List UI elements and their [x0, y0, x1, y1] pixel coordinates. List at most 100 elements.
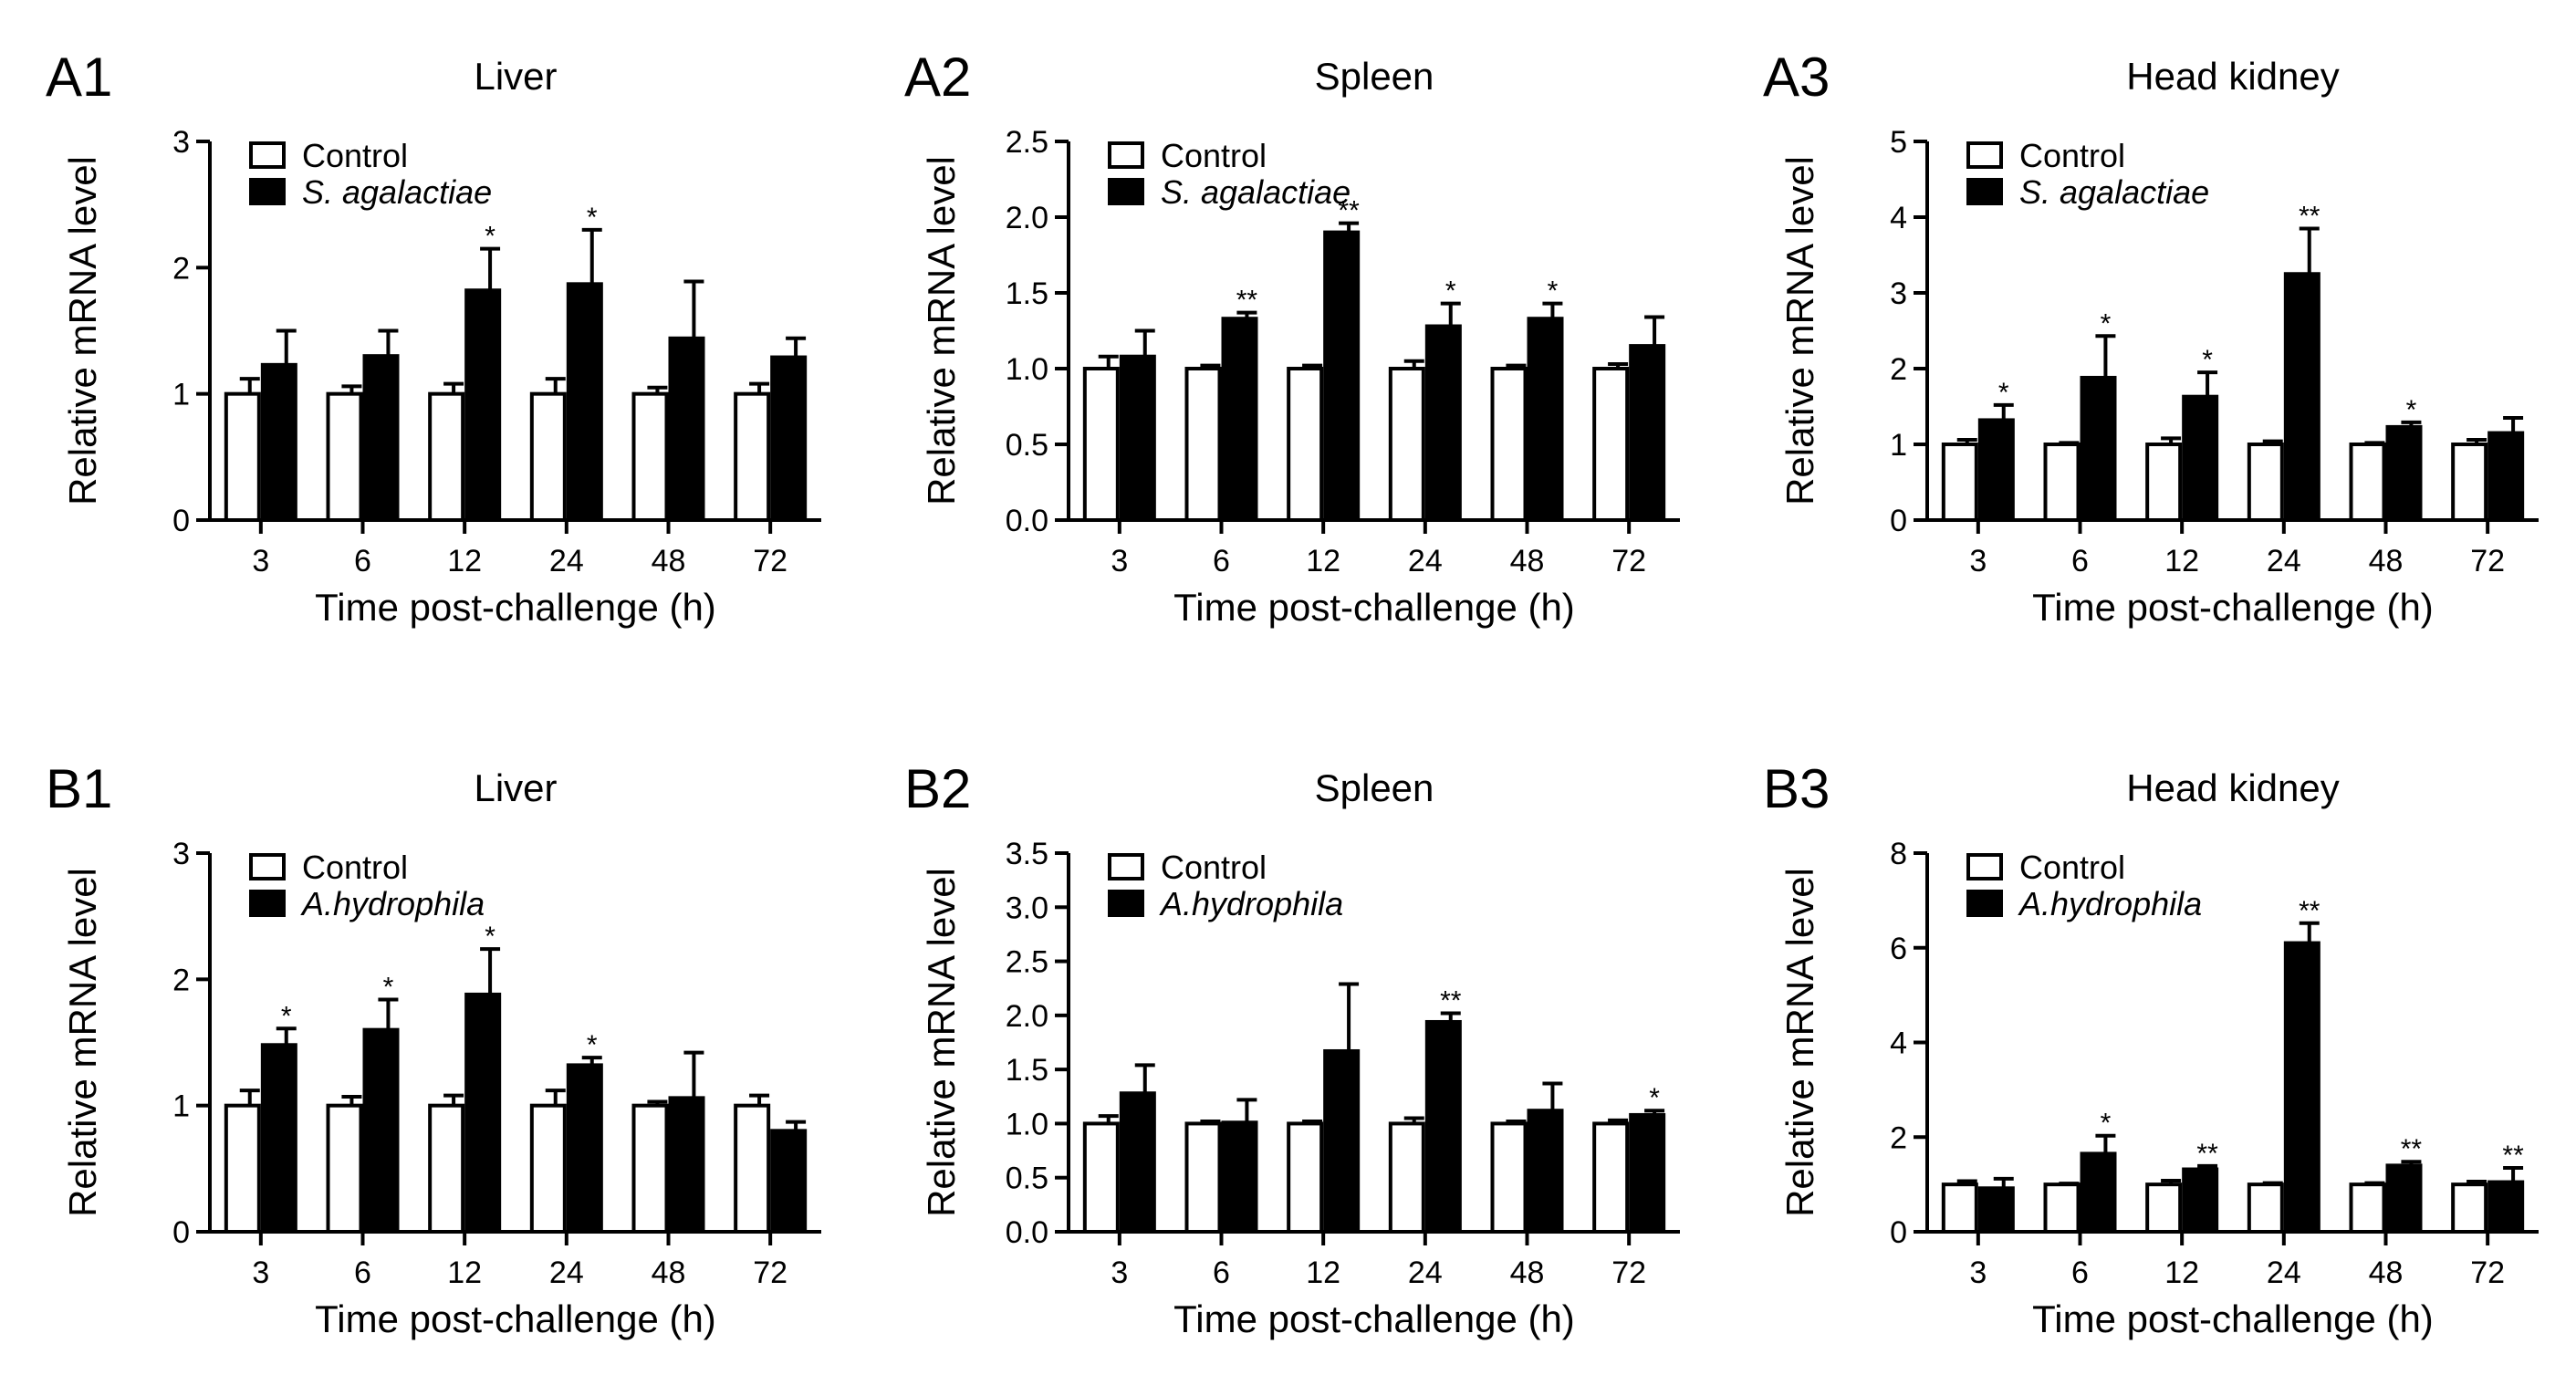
- chart-panel-b1: B1 Liver 0 1 2 3 Relative mRNA level Time post-…: [0, 712, 859, 1396]
- y-axis-label: Relative mRNA level: [1778, 156, 1821, 505]
- bar-control: [2145, 443, 2183, 522]
- bar-treated: [1424, 324, 1462, 522]
- bar-treated: [260, 362, 297, 522]
- significance-marker: *: [485, 222, 495, 252]
- x-tick-label: 12: [1306, 544, 1340, 578]
- legend-label-control: Control: [302, 137, 408, 174]
- x-axis-label: Time post-challenge (h): [1173, 1297, 1575, 1340]
- y-axis-label: Relative mRNA level: [61, 156, 104, 505]
- y-tick-label: 2.0: [1006, 999, 1048, 1034]
- x-tick-label: 12: [2164, 1255, 2199, 1290]
- y-axis-label: Relative mRNA level: [1778, 868, 1821, 1217]
- y-tick-label: 0.5: [1006, 428, 1048, 463]
- x-tick-label: 3: [1969, 1255, 1987, 1290]
- x-tick-label: 3: [1111, 544, 1128, 578]
- legend-swatch-treated: [1966, 890, 2003, 917]
- x-tick-label: 72: [753, 1255, 787, 1290]
- panel-title: Spleen: [1315, 766, 1434, 809]
- bar-treated: [2283, 941, 2320, 1234]
- x-tick-label: 72: [1611, 544, 1646, 578]
- bar-treated: [566, 282, 603, 522]
- bar-control: [2043, 1182, 2081, 1234]
- legend-swatch-control: [1966, 141, 2003, 169]
- y-tick-label: 0.5: [1006, 1162, 1048, 1196]
- legend-swatch-control: [1108, 141, 1144, 169]
- legend-label-control: Control: [2019, 137, 2125, 174]
- x-tick-label: 6: [2071, 544, 2089, 578]
- bar-control: [1592, 367, 1630, 522]
- y-tick-label: 0: [1890, 504, 1907, 538]
- bar-treated: [668, 1096, 705, 1234]
- legend-label-control: Control: [1161, 137, 1267, 174]
- y-tick-label: 2: [1890, 352, 1907, 387]
- x-tick-label: 48: [652, 544, 686, 578]
- y-tick-label: 1.0: [1006, 352, 1048, 387]
- x-tick-label: 48: [652, 1255, 686, 1290]
- bar-control: [326, 391, 363, 522]
- bar-treated: [464, 288, 502, 522]
- legend-label-control: Control: [1161, 849, 1267, 886]
- bar-control: [428, 391, 465, 522]
- bar-treated: [1977, 418, 2015, 522]
- bar-control: [1941, 1182, 1978, 1234]
- x-tick-label: 12: [447, 1255, 482, 1290]
- x-tick-label: 3: [252, 1255, 269, 1290]
- y-tick-label: 5: [1890, 125, 1907, 160]
- bar-treated: [464, 992, 502, 1234]
- significance-marker: **: [1236, 286, 1258, 316]
- x-tick-label: 72: [1611, 1255, 1646, 1290]
- bar-treated: [1221, 317, 1258, 522]
- significance-marker: *: [2101, 308, 2112, 339]
- x-axis-label: Time post-challenge (h): [2032, 586, 2434, 629]
- y-tick-label: 2.5: [1006, 945, 1048, 980]
- x-tick-label: 24: [549, 544, 584, 578]
- y-tick-label: 1: [1890, 428, 1907, 463]
- legend-label-treated: A.hydrophila: [300, 885, 485, 922]
- panel-label: B3: [1763, 758, 1830, 819]
- significance-marker: *: [2101, 1109, 2112, 1139]
- y-tick-label: 0: [172, 1215, 190, 1250]
- y-tick-label: 3.0: [1006, 891, 1048, 925]
- x-tick-label: 12: [1306, 1255, 1340, 1290]
- legend-swatch-control: [1108, 853, 1144, 880]
- bar-control: [734, 391, 771, 522]
- legend-label-control: Control: [302, 849, 408, 886]
- bar-treated: [2182, 394, 2219, 522]
- legend-swatch-control: [249, 141, 286, 169]
- panel-title: Head kidney: [2126, 55, 2339, 98]
- bar-control: [1184, 1121, 1222, 1234]
- bar-control: [1287, 1121, 1324, 1234]
- bar-control: [2043, 443, 2081, 522]
- y-tick-label: 2: [172, 251, 190, 286]
- bar-control: [326, 1103, 363, 1234]
- legend-swatch-treated: [1108, 178, 1144, 205]
- significance-marker: *: [485, 922, 495, 952]
- x-tick-label: 3: [1969, 544, 1987, 578]
- x-axis-label: Time post-challenge (h): [2032, 1297, 2434, 1340]
- bar-treated: [362, 354, 400, 522]
- y-tick-label: 4: [1890, 1026, 1907, 1061]
- bar-control: [1490, 1121, 1528, 1234]
- x-axis-label: Time post-challenge (h): [315, 1297, 716, 1340]
- y-tick-label: 3: [172, 837, 190, 871]
- y-tick-label: 2: [172, 963, 190, 997]
- significance-marker: *: [383, 972, 394, 1002]
- legend-label-treated: S. agalactiae: [302, 173, 492, 211]
- y-tick-label: 2: [1890, 1120, 1907, 1155]
- significance-marker: **: [2502, 1141, 2524, 1171]
- legend-swatch-treated: [1966, 178, 2003, 205]
- legend-swatch-control: [1966, 853, 2003, 880]
- panel-title: Spleen: [1315, 55, 1434, 98]
- x-tick-label: 48: [2369, 544, 2404, 578]
- bar-control: [631, 391, 669, 522]
- chart-panel-a2: A2 Spleen 0.0 0.5 1.0 1.5 2.0 2.5 Relative mRNA …: [859, 0, 1717, 684]
- significance-marker: **: [1440, 985, 1462, 1016]
- legend-label-treated: S. agalactiae: [1161, 173, 1351, 211]
- x-tick-label: 24: [2267, 1255, 2301, 1290]
- significance-marker: **: [1338, 196, 1360, 226]
- significance-marker: *: [587, 1030, 598, 1060]
